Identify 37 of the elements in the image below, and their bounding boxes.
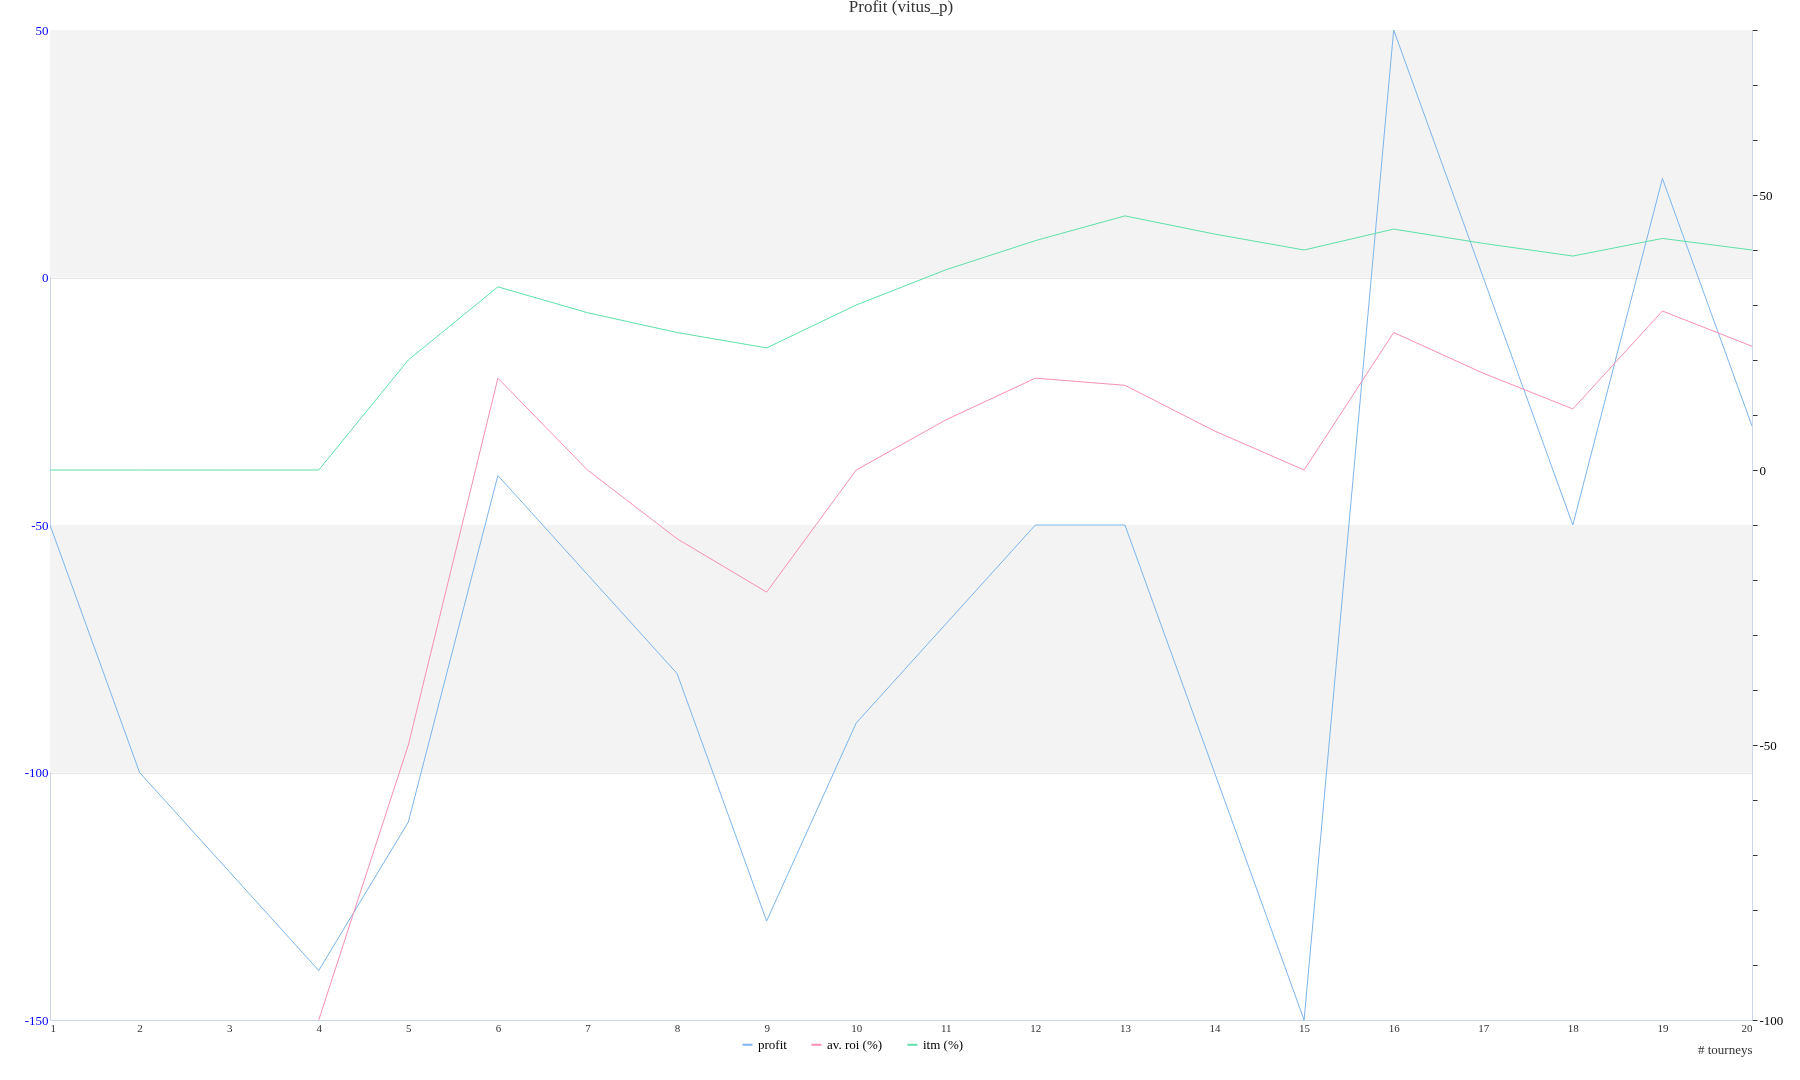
x-tick-label: 11	[940, 1021, 952, 1034]
x-tick-label: 7	[585, 1021, 592, 1034]
legend-label: av. roi (%)	[827, 1036, 883, 1052]
x-tick-label: 3	[226, 1021, 233, 1034]
y-tick-label: -100	[24, 765, 49, 780]
y2-tick-label: -100	[1759, 1012, 1784, 1028]
chart-title: Profit (vitus_p)	[848, 0, 954, 16]
y2-tick-label: -50	[1759, 737, 1777, 753]
y2-tick-label: 50	[1759, 187, 1773, 203]
x-tick-label: 18	[1567, 1021, 1580, 1034]
x-tick-label: 19	[1657, 1021, 1669, 1034]
x-tick-label: 6	[495, 1021, 502, 1034]
line-series	[50, 30, 1752, 1020]
x-tick-label: 4	[316, 1021, 323, 1034]
x-tick-label: 17	[1478, 1021, 1490, 1034]
x-tick-label: 13	[1119, 1021, 1132, 1034]
line-series	[50, 215, 1752, 471]
x-tick-label: 15	[1299, 1021, 1311, 1034]
x-axis-title: # tourneys	[1697, 1041, 1753, 1057]
x-tick-label: 16	[1388, 1021, 1401, 1034]
x-tick-label: 5	[406, 1021, 413, 1034]
y-tick-label: 50	[35, 22, 49, 38]
x-tick-label: 10	[851, 1021, 863, 1034]
x-tick-label: 2	[137, 1021, 143, 1034]
y2-tick-label: 0	[1759, 462, 1766, 478]
x-tick-label: 20	[1741, 1021, 1753, 1034]
y-tick-label: -50	[31, 517, 49, 533]
x-tick-label: 9	[764, 1021, 771, 1034]
legend-label: itm (%)	[923, 1036, 964, 1052]
legend-label: profit	[758, 1036, 788, 1052]
x-tick-label: 12	[1030, 1021, 1042, 1034]
x-tick-label: 8	[674, 1021, 681, 1034]
line-series	[318, 310, 1752, 1020]
x-tick-label: 14	[1209, 1021, 1222, 1034]
x-tick-label: 1	[50, 1021, 56, 1034]
y-tick-label: -150	[24, 1012, 49, 1028]
y-tick-label: 0	[42, 270, 49, 285]
